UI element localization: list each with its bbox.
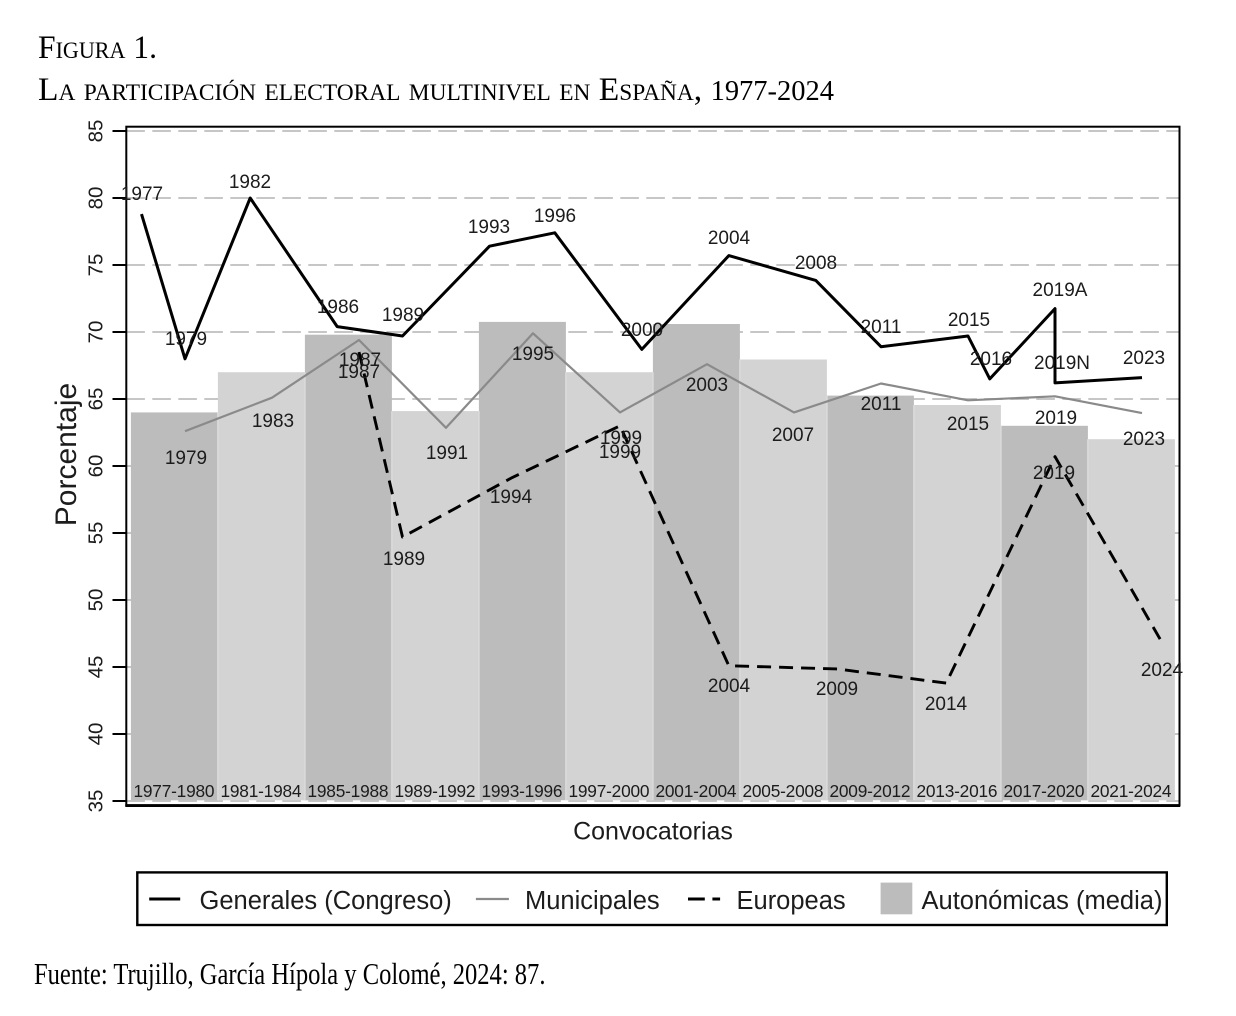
svg-text:65: 65 bbox=[84, 388, 107, 411]
svg-text:2005-2008: 2005-2008 bbox=[742, 781, 823, 801]
svg-text:1993-1996: 1993-1996 bbox=[481, 781, 562, 801]
svg-text:Autonómicas (media): Autonómicas (media) bbox=[922, 887, 1163, 915]
svg-text:2004: 2004 bbox=[708, 228, 751, 249]
svg-text:2008: 2008 bbox=[795, 253, 837, 274]
svg-text:1977: 1977 bbox=[121, 184, 163, 205]
svg-text:2017-2020: 2017-2020 bbox=[1003, 781, 1084, 801]
svg-text:1983: 1983 bbox=[252, 411, 294, 432]
svg-text:Europeas: Europeas bbox=[737, 887, 846, 915]
svg-text:80: 80 bbox=[84, 187, 107, 210]
svg-text:2021-2024: 2021-2024 bbox=[1090, 781, 1171, 801]
svg-text:1977-1980: 1977-1980 bbox=[133, 781, 214, 801]
svg-text:2019: 2019 bbox=[1033, 463, 1075, 484]
svg-text:2000: 2000 bbox=[621, 320, 663, 341]
svg-text:2019: 2019 bbox=[1035, 408, 1077, 429]
svg-text:85: 85 bbox=[84, 120, 107, 143]
svg-text:2019N: 2019N bbox=[1034, 353, 1090, 374]
svg-text:1979: 1979 bbox=[165, 329, 207, 350]
svg-text:1981-1984: 1981-1984 bbox=[220, 781, 301, 801]
svg-text:1993: 1993 bbox=[468, 217, 510, 238]
svg-text:Generales (Congreso): Generales (Congreso) bbox=[200, 887, 452, 915]
svg-text:2009: 2009 bbox=[816, 679, 858, 700]
svg-text:1991: 1991 bbox=[426, 443, 468, 464]
svg-text:50: 50 bbox=[84, 589, 107, 612]
svg-text:70: 70 bbox=[84, 321, 107, 344]
svg-text:2023: 2023 bbox=[1123, 348, 1165, 369]
svg-text:1997-2000: 1997-2000 bbox=[568, 781, 649, 801]
svg-text:2019A: 2019A bbox=[1033, 280, 1088, 301]
svg-text:60: 60 bbox=[84, 455, 107, 478]
svg-text:75: 75 bbox=[84, 254, 107, 277]
svg-text:55: 55 bbox=[84, 522, 107, 545]
svg-text:2001-2004: 2001-2004 bbox=[655, 781, 736, 801]
svg-text:1987: 1987 bbox=[338, 362, 380, 383]
svg-text:1999: 1999 bbox=[599, 442, 641, 463]
svg-text:1989: 1989 bbox=[383, 549, 425, 570]
svg-text:35: 35 bbox=[84, 790, 107, 813]
svg-text:45: 45 bbox=[84, 656, 107, 679]
svg-text:1994: 1994 bbox=[490, 487, 533, 508]
svg-text:2023: 2023 bbox=[1123, 429, 1165, 450]
svg-text:2003: 2003 bbox=[686, 375, 728, 396]
svg-text:1985-1988: 1985-1988 bbox=[307, 781, 388, 801]
svg-text:2014: 2014 bbox=[925, 694, 968, 715]
svg-text:2011: 2011 bbox=[861, 317, 902, 338]
svg-text:2016: 2016 bbox=[970, 349, 1012, 370]
svg-text:1999: 1999 bbox=[600, 428, 642, 449]
svg-text:Porcentaje: Porcentaje bbox=[50, 383, 83, 526]
svg-text:1989: 1989 bbox=[382, 305, 424, 326]
svg-text:2011: 2011 bbox=[861, 394, 902, 415]
svg-text:40: 40 bbox=[84, 723, 107, 746]
svg-text:1996: 1996 bbox=[534, 206, 576, 227]
svg-text:2004: 2004 bbox=[708, 676, 751, 697]
svg-text:1987: 1987 bbox=[339, 350, 381, 371]
svg-text:1986: 1986 bbox=[317, 297, 359, 318]
svg-text:2024: 2024 bbox=[1141, 660, 1184, 681]
svg-text:2007: 2007 bbox=[772, 425, 814, 446]
svg-text:2013-2016: 2013-2016 bbox=[916, 781, 997, 801]
svg-text:1989-1992: 1989-1992 bbox=[394, 781, 475, 801]
svg-text:2009-2012: 2009-2012 bbox=[829, 781, 910, 801]
svg-text:Convocatorias: Convocatorias bbox=[573, 818, 733, 846]
svg-text:1995: 1995 bbox=[512, 344, 554, 365]
svg-text:1979: 1979 bbox=[165, 448, 207, 469]
svg-text:1982: 1982 bbox=[229, 172, 271, 193]
svg-text:2015: 2015 bbox=[947, 414, 989, 435]
svg-text:Municipales: Municipales bbox=[525, 887, 660, 915]
svg-text:2015: 2015 bbox=[948, 310, 990, 331]
